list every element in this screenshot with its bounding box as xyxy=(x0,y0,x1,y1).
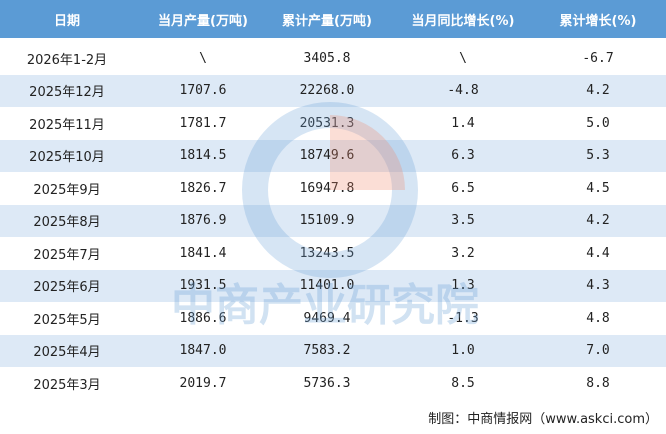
table-cell: 1.4 xyxy=(451,115,475,131)
table-cell: 16947.8 xyxy=(299,180,355,196)
header-cell: 累计产量(万吨) xyxy=(282,13,372,29)
table-cell: 1847.0 xyxy=(179,343,227,359)
table-cell: 5736.3 xyxy=(303,375,351,391)
table-row: 2025年10月 1814.5 18749.6 6.3 5.3 xyxy=(0,139,666,172)
table-cell: 15109.9 xyxy=(299,213,355,229)
header-cell: 当月产量(万吨) xyxy=(158,13,248,29)
table-row: 2025年12月 1707.6 22268.0 -4.8 4.2 xyxy=(0,74,666,107)
header-cell: 日期 xyxy=(53,13,81,29)
table-cell: 1826.7 xyxy=(179,180,227,196)
table-cell: 1841.4 xyxy=(179,245,227,261)
table-cell: \ xyxy=(459,50,467,66)
table-cell: 2025年3月 xyxy=(33,377,101,393)
header-row: 日期 当月产量(万吨) 累计产量(万吨) 当月同比增长(%) 累计增长(%) xyxy=(0,0,666,38)
table-cell: 1707.6 xyxy=(179,83,227,99)
table-cell: 8.5 xyxy=(451,375,475,391)
footer: 制图：中商情报网（www.askci.com） xyxy=(428,412,658,427)
table-row: 2025年4月 1847.0 7583.2 1.0 7.0 xyxy=(0,334,666,367)
table-cell: 18749.6 xyxy=(299,148,355,164)
table-row: 2026年1-2月 \ 3405.8 \ -6.7 xyxy=(0,42,666,75)
table-cell: 3405.8 xyxy=(303,50,351,66)
table-cell: 2025年11月 xyxy=(29,117,105,133)
table-cell: 1876.9 xyxy=(179,213,227,229)
table-cell: 2025年12月 xyxy=(29,85,105,101)
table-cell: 1814.5 xyxy=(179,148,227,164)
table-cell: 11401.0 xyxy=(299,278,355,294)
table-cell: 2025年10月 xyxy=(29,150,105,166)
table-row: 2025年11月 1781.7 20531.3 1.4 5.0 xyxy=(0,107,666,140)
table-cell: -1.3 xyxy=(447,310,479,326)
table-cell: 6.3 xyxy=(451,148,475,164)
table-cell: 1.3 xyxy=(451,278,475,294)
header-cell: 累计增长(%) xyxy=(559,13,637,29)
table-cell: \ xyxy=(199,50,207,66)
table-cell: 6.5 xyxy=(451,180,475,196)
table-cell: 20531.3 xyxy=(299,115,355,131)
table-cell: 9469.4 xyxy=(303,310,351,326)
table-cell: 1886.6 xyxy=(179,310,227,326)
table-cell: 2025年9月 xyxy=(33,182,101,198)
table-cell: 4.4 xyxy=(586,245,610,261)
table-cell: 4.8 xyxy=(586,310,610,326)
table-cell: 2025年8月 xyxy=(33,215,101,231)
table-cell: 5.3 xyxy=(586,148,610,164)
table-cell: 3.5 xyxy=(451,213,475,229)
table-cell: 2025年6月 xyxy=(33,280,101,296)
table-cell: 1931.5 xyxy=(179,278,227,294)
table-row: 2025年7月 1841.4 13243.5 3.2 4.4 xyxy=(0,237,666,270)
table-cell: 3.2 xyxy=(451,245,475,261)
table-cell: 2019.7 xyxy=(179,375,227,391)
table-row: 2025年8月 1876.9 15109.9 3.5 4.2 xyxy=(0,204,666,237)
table-cell: 7.0 xyxy=(586,343,610,359)
table-cell: 4.5 xyxy=(586,180,610,196)
table-cell: 2025年7月 xyxy=(33,247,101,263)
table-cell: -6.7 xyxy=(582,50,614,66)
table-row: 2025年9月 1826.7 16947.8 6.5 4.5 xyxy=(0,172,666,205)
table-cell: 13243.5 xyxy=(299,245,355,261)
table-cell: 4.3 xyxy=(586,278,610,294)
header-cell: 当月同比增长(%) xyxy=(411,13,515,29)
table-cell: 4.2 xyxy=(586,83,610,99)
table-cell: 22268.0 xyxy=(299,83,355,99)
table-cell: 1.0 xyxy=(451,343,475,359)
table-cell: 8.8 xyxy=(586,375,610,391)
table-cell: 5.0 xyxy=(586,115,610,131)
table-cell: 1781.7 xyxy=(179,115,227,131)
table-cell: 2025年5月 xyxy=(33,312,101,328)
table-cell: 2026年1-2月 xyxy=(26,52,108,68)
table-cell: -4.8 xyxy=(447,83,479,99)
table-row: 2025年6月 1931.5 11401.0 1.3 4.3 xyxy=(0,269,666,302)
table-cell: 4.2 xyxy=(586,213,610,229)
table-cell: 7583.2 xyxy=(303,343,351,359)
table-row: 2025年5月 1886.6 9469.4 -1.3 4.8 xyxy=(0,302,666,335)
table-row: 2025年3月 2019.7 5736.3 8.5 8.8 xyxy=(0,367,666,400)
table-cell: 2025年4月 xyxy=(33,345,101,361)
